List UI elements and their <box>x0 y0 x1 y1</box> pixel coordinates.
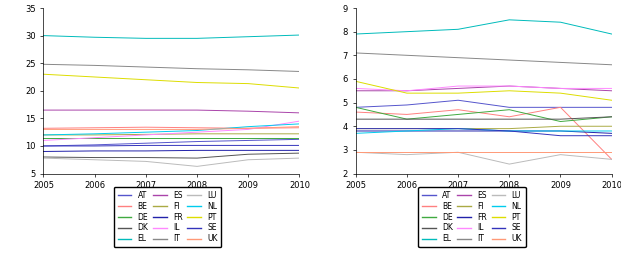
Legend: AT, BE, DE, DK, EL, ES, FI, FR, IL, IT, LU, NL, PT, SE, UK: AT, BE, DE, DK, EL, ES, FI, FR, IL, IT, … <box>418 187 526 247</box>
Legend: AT, BE, DE, DK, EL, ES, FI, FR, IL, IT, LU, NL, PT, SE, UK: AT, BE, DE, DK, EL, ES, FI, FR, IL, IT, … <box>114 187 222 247</box>
